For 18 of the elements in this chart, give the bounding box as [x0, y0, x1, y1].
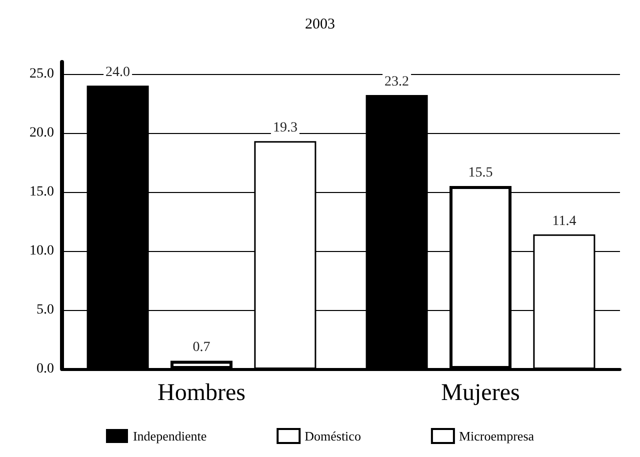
legend-label: Doméstico: [304, 428, 361, 444]
data-label: 23.2: [384, 74, 410, 90]
y-tick-label: 20.0: [30, 125, 54, 140]
data-label: 24.0: [106, 65, 130, 80]
data-label: 11.4: [552, 214, 576, 229]
x-tick-label: Hombres: [158, 380, 246, 406]
y-tick-label: 15.0: [30, 184, 54, 200]
y-tick-label: 5.0: [36, 302, 54, 318]
legend-label: Independiente: [132, 428, 207, 444]
y-tick-label: 10.0: [30, 243, 54, 258]
y-tick-label: 25.0: [30, 66, 54, 82]
x-tick-label: Mujeres: [441, 380, 520, 406]
legend-label: Microempresa: [458, 428, 534, 444]
data-label: 15.5: [468, 165, 493, 180]
data-label: 19.3: [272, 120, 298, 136]
data-label: 0.7: [192, 340, 210, 356]
chart-title: 2003: [305, 16, 335, 32]
y-tick-label: 0.0: [36, 362, 54, 376]
